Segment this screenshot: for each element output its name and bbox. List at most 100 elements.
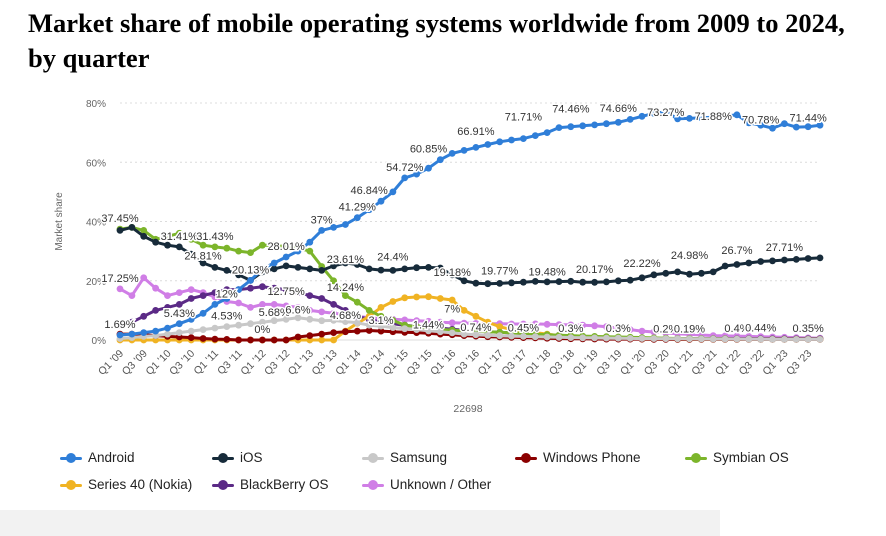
point-windows-phone	[211, 335, 219, 343]
point-samsung	[413, 326, 420, 333]
point-ios	[745, 259, 753, 267]
point-blackberry-os	[330, 301, 337, 308]
data-label: 14.24%	[327, 282, 365, 294]
point-blackberry-os	[342, 307, 349, 314]
data-label: 31.41%	[161, 231, 199, 243]
point-series-40-nokia	[425, 293, 432, 301]
point-samsung	[353, 319, 361, 327]
x-tick-label: Q1 '21	[665, 348, 695, 378]
data-label: 12.75%	[267, 286, 305, 298]
x-tick-label: Q1 '18	[523, 348, 553, 378]
data-label: 60.85%	[410, 144, 448, 156]
point-samsung	[674, 335, 681, 343]
chart-legend: Android iOS Samsung Windows Phone Symbian OS…	[60, 447, 860, 507]
point-unknown-other	[638, 327, 646, 335]
legend-swatch-icon	[60, 479, 82, 491]
point-samsung	[757, 335, 765, 343]
point-android	[259, 265, 266, 273]
point-unknown-other	[674, 330, 681, 338]
point-ios	[508, 279, 515, 287]
point-ios	[330, 262, 337, 270]
point-android	[614, 118, 622, 126]
data-label: 4.68%	[330, 310, 361, 322]
point-samsung	[270, 317, 278, 325]
point-symbian-os	[282, 243, 290, 251]
point-samsung	[199, 326, 207, 333]
point-blackberry-os	[175, 301, 183, 308]
point-android	[140, 329, 148, 336]
legend-item-windows-phone[interactable]: Windows Phone	[515, 450, 641, 465]
data-label: 5.43%	[164, 308, 195, 320]
point-ios	[365, 265, 373, 273]
point-samsung	[401, 325, 409, 333]
point-android	[508, 136, 515, 144]
x-tick-label: Q1 '16	[428, 348, 458, 378]
point-ios	[816, 254, 824, 262]
point-symbian-os	[211, 243, 219, 251]
point-ios	[425, 264, 432, 271]
point-samsung	[567, 334, 575, 341]
point-ios	[804, 255, 812, 262]
data-label: 0.19%	[674, 323, 705, 335]
point-symbian-os	[377, 312, 385, 320]
chart-area: 0% 20% 40% 60% 80% Market share Q1 '09 Q3 '09 Q1…	[54, 99, 829, 415]
point-android	[638, 112, 646, 120]
legend-item-blackberry-os[interactable]: BlackBerry OS	[212, 477, 329, 492]
legend-item-unknown-other[interactable]: Unknown / Other	[362, 477, 491, 492]
data-label: 0.3%	[558, 323, 583, 335]
point-android	[152, 327, 160, 335]
data-label: 71.44%	[789, 112, 827, 124]
x-tick-label: Q3 '17	[499, 348, 529, 378]
data-label: 0.4%	[724, 323, 749, 335]
legend-item-symbian-os[interactable]: Symbian OS	[685, 450, 789, 465]
point-ios	[152, 238, 160, 246]
point-ios	[531, 278, 539, 285]
point-unknown-other	[436, 318, 444, 326]
point-ios	[342, 259, 349, 267]
point-unknown-other	[520, 320, 527, 328]
legend-label: Windows Phone	[543, 450, 641, 465]
point-ios	[116, 227, 124, 234]
point-ios	[306, 265, 314, 273]
point-samsung	[294, 314, 302, 322]
data-label: 74.66%	[600, 103, 638, 115]
point-samsung	[555, 333, 563, 341]
point-ios	[211, 264, 219, 271]
point-unknown-other	[175, 289, 183, 296]
data-label: 5.68%	[259, 307, 290, 319]
point-windows-phone	[270, 336, 278, 344]
point-windows-phone	[282, 336, 290, 344]
point-samsung	[496, 332, 504, 340]
point-android	[745, 119, 753, 127]
point-samsung	[781, 336, 788, 343]
data-label: 0.44%	[745, 323, 776, 335]
point-ios	[555, 278, 563, 285]
point-android	[164, 324, 171, 332]
data-label: 12%	[216, 288, 238, 300]
data-label: 70.78%	[742, 114, 780, 126]
point-windows-phone	[330, 329, 337, 336]
legend-item-series-40-nokia[interactable]: Series 40 (Nokia)	[60, 477, 192, 492]
point-samsung	[377, 322, 385, 330]
point-blackberry-os	[140, 312, 148, 320]
point-unknown-other	[650, 328, 658, 336]
data-label: 0%	[254, 324, 270, 336]
point-samsung	[247, 320, 254, 328]
point-ios	[769, 257, 776, 265]
data-label: 17.25%	[101, 273, 139, 285]
point-samsung	[306, 315, 314, 323]
data-label: 66.91%	[457, 126, 495, 138]
point-windows-phone	[235, 336, 243, 344]
point-unknown-other	[448, 319, 456, 327]
legend-item-ios[interactable]: iOS	[212, 450, 263, 465]
point-android	[769, 124, 776, 132]
point-blackberry-os	[353, 312, 361, 320]
legend-item-android[interactable]: Android	[60, 450, 135, 465]
x-tick-label: Q1 '23	[760, 348, 790, 378]
point-series-40-nokia	[389, 298, 397, 305]
point-unknown-other	[294, 304, 302, 311]
point-android	[235, 286, 243, 293]
legend-item-samsung[interactable]: Samsung	[362, 450, 447, 465]
point-unknown-other	[543, 320, 551, 328]
data-label: 41.29%	[339, 202, 377, 214]
